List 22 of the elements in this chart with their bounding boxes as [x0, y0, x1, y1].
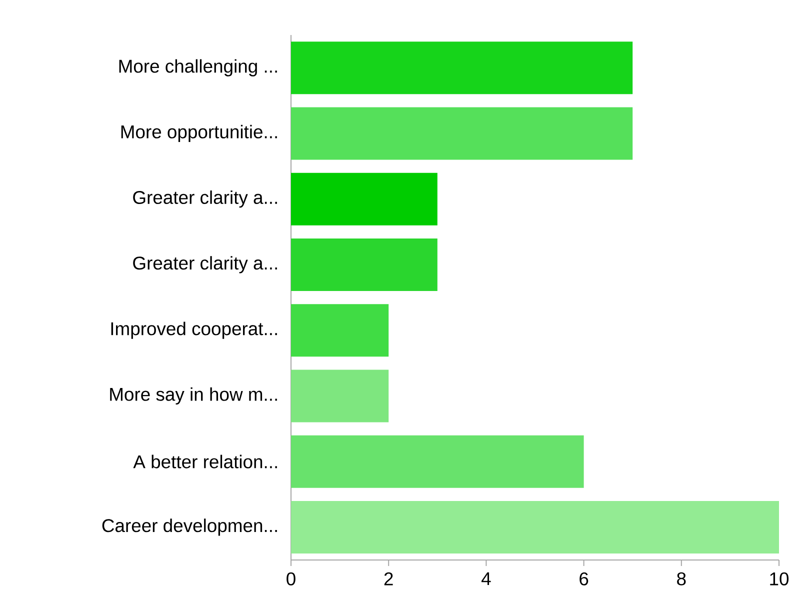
- bar: [291, 304, 389, 357]
- y-tick-label: More say in how m...: [110, 387, 277, 405]
- bar: [291, 107, 633, 160]
- x-tick-label: 2: [384, 572, 393, 586]
- y-tick-label: More challenging ...: [119, 59, 277, 76]
- bar: [291, 500, 780, 554]
- y-tick-label: Improved cooperat...: [111, 322, 277, 339]
- bar: [291, 42, 633, 94]
- y-tick-label: Career developmen...: [102, 518, 277, 536]
- bar: [291, 370, 389, 422]
- bar: [291, 238, 438, 291]
- x-tick-label: 4: [482, 572, 491, 586]
- y-tick-label: Greater clarity a...: [133, 256, 277, 274]
- x-tick-label: 8: [677, 572, 686, 586]
- y-tick-label: Greater clarity a...: [133, 190, 277, 208]
- x-tick-label: 10: [770, 572, 789, 586]
- bar: [291, 172, 438, 226]
- bar: [291, 435, 584, 488]
- y-tick-label: More opportunitie...: [121, 124, 277, 142]
- y-tick-label: A better relation...: [133, 454, 277, 468]
- x-tick-label: 6: [580, 572, 588, 586]
- x-tick-label: 0: [286, 572, 296, 586]
